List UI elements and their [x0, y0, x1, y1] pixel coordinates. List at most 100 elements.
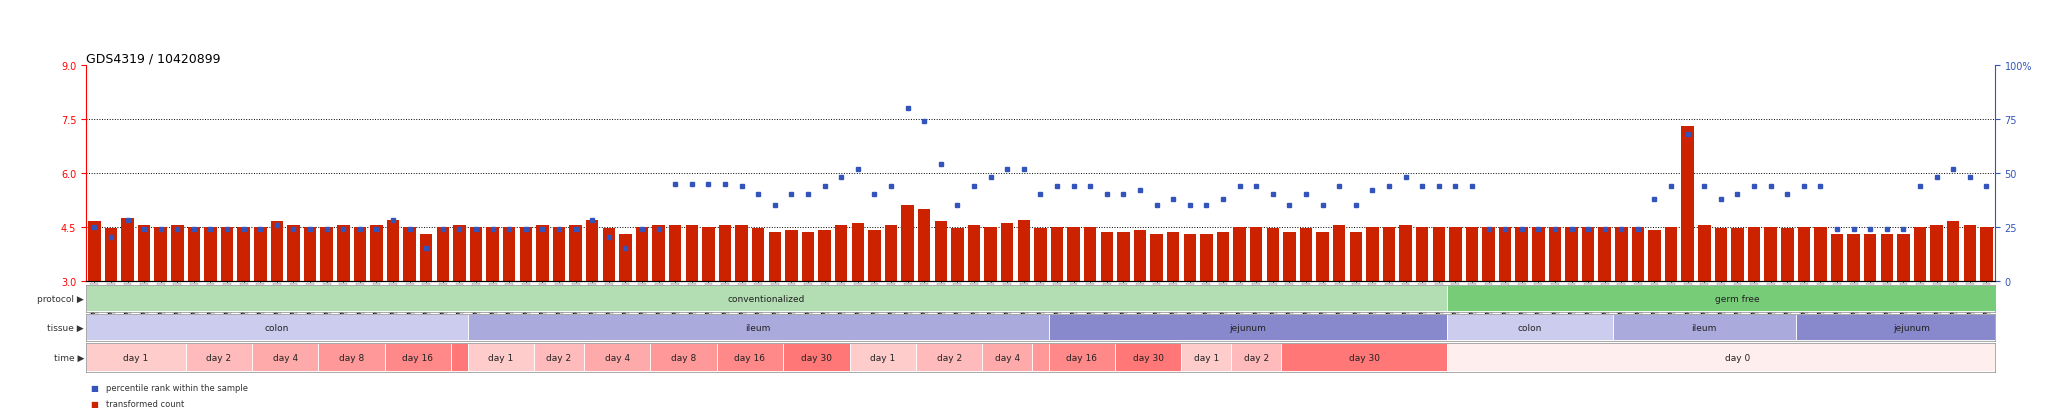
Bar: [1681, 127, 1694, 281]
Text: day 30: day 30: [1133, 353, 1163, 362]
Bar: [1350, 233, 1362, 281]
Bar: [1135, 231, 1147, 281]
Bar: [1116, 233, 1130, 281]
Bar: [1217, 233, 1229, 281]
Bar: [287, 225, 299, 281]
Bar: [1448, 285, 2028, 311]
Bar: [1499, 227, 1511, 281]
Bar: [1565, 227, 1577, 281]
Bar: [1151, 234, 1163, 281]
Bar: [238, 227, 250, 281]
Bar: [1432, 227, 1446, 281]
Bar: [387, 220, 399, 281]
Bar: [385, 343, 451, 371]
Bar: [1665, 227, 1677, 281]
Text: ileum: ileum: [745, 323, 770, 332]
Bar: [436, 227, 449, 281]
Bar: [121, 218, 133, 281]
Bar: [719, 225, 731, 281]
Bar: [1231, 343, 1282, 371]
Text: day 2: day 2: [936, 353, 963, 362]
Bar: [1980, 227, 1993, 281]
Text: day 2: day 2: [547, 353, 571, 362]
Bar: [1765, 227, 1778, 281]
Bar: [403, 227, 416, 281]
Bar: [985, 227, 997, 281]
Bar: [317, 343, 385, 371]
Bar: [1913, 227, 1927, 281]
Text: day 16: day 16: [403, 353, 434, 362]
Bar: [1448, 343, 2028, 371]
Text: conventionalized: conventionalized: [727, 294, 805, 303]
Bar: [420, 234, 432, 281]
Text: colon: colon: [264, 323, 289, 332]
Bar: [1964, 225, 1976, 281]
Bar: [188, 227, 201, 281]
Bar: [686, 225, 698, 281]
Bar: [137, 225, 150, 281]
Bar: [1796, 314, 2028, 340]
Bar: [88, 222, 100, 281]
Bar: [371, 225, 383, 281]
Bar: [1167, 233, 1180, 281]
Text: day 8: day 8: [340, 353, 365, 362]
Text: day 1: day 1: [123, 353, 147, 362]
Text: protocol ▶: protocol ▶: [37, 294, 84, 303]
Bar: [104, 229, 117, 281]
Bar: [901, 206, 913, 281]
Bar: [1282, 343, 1448, 371]
Bar: [553, 227, 565, 281]
Text: day 2: day 2: [1243, 353, 1268, 362]
Bar: [885, 225, 897, 281]
Bar: [319, 227, 334, 281]
Bar: [252, 343, 317, 371]
Text: ■: ■: [90, 399, 98, 408]
Bar: [1100, 233, 1112, 281]
Bar: [1599, 227, 1612, 281]
Bar: [1333, 225, 1346, 281]
Bar: [1714, 229, 1726, 281]
Bar: [651, 343, 717, 371]
Bar: [850, 343, 915, 371]
Bar: [86, 285, 1448, 311]
Bar: [1532, 227, 1544, 281]
Bar: [1632, 227, 1645, 281]
Bar: [1616, 227, 1628, 281]
Bar: [1018, 220, 1030, 281]
Bar: [1847, 234, 1860, 281]
Text: germ free: germ free: [1714, 294, 1759, 303]
Text: transformed count: transformed count: [106, 399, 184, 408]
Bar: [1448, 314, 1614, 340]
Bar: [602, 229, 614, 281]
Bar: [537, 225, 549, 281]
Bar: [852, 223, 864, 281]
Text: day 30: day 30: [801, 353, 831, 362]
Bar: [836, 225, 848, 281]
Bar: [1317, 233, 1329, 281]
Bar: [303, 227, 315, 281]
Bar: [768, 233, 780, 281]
Bar: [1896, 234, 1909, 281]
Bar: [1782, 229, 1794, 281]
Bar: [801, 233, 815, 281]
Bar: [1931, 225, 1944, 281]
Bar: [1614, 314, 1796, 340]
Bar: [1516, 227, 1528, 281]
Bar: [1300, 229, 1313, 281]
Bar: [1450, 227, 1462, 281]
Bar: [717, 343, 782, 371]
Text: day 16: day 16: [1067, 353, 1098, 362]
Text: day 4: day 4: [604, 353, 629, 362]
Bar: [467, 343, 535, 371]
Bar: [1266, 229, 1278, 281]
Bar: [983, 343, 1032, 371]
Bar: [1399, 225, 1411, 281]
Bar: [1548, 227, 1561, 281]
Text: colon: colon: [1518, 323, 1542, 332]
Bar: [635, 227, 649, 281]
Bar: [1466, 227, 1479, 281]
Bar: [86, 343, 186, 371]
Bar: [1184, 234, 1196, 281]
Bar: [86, 314, 467, 340]
Bar: [1200, 234, 1212, 281]
